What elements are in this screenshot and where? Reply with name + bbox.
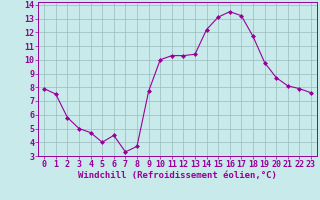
X-axis label: Windchill (Refroidissement éolien,°C): Windchill (Refroidissement éolien,°C) (78, 171, 277, 180)
